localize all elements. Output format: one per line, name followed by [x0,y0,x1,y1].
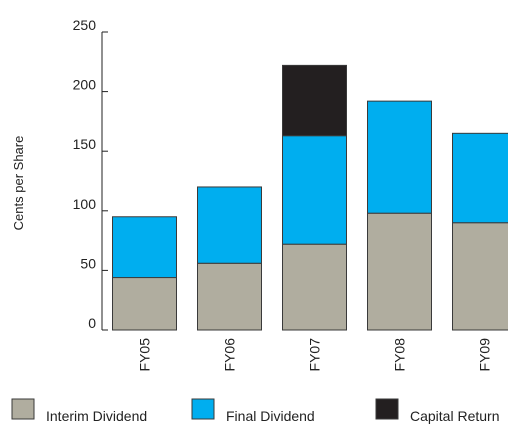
bar-stack [112,216,177,331]
x-tick-label: FY09 [477,338,493,372]
legend-label: Final Dividend [226,408,315,424]
x-tick-label: FY08 [392,338,408,372]
bar-segment [282,243,347,331]
x-tick-label: FY06 [222,338,238,372]
bar-segment [112,216,177,279]
bar-segment [282,135,347,245]
bar-stack [367,100,432,331]
y-tick-label: 50 [80,255,96,271]
y-axis-title: Cents per Share [11,136,26,231]
legend-label: Capital Return [410,408,500,424]
y-tick-label: 100 [73,196,97,212]
bar-segment [197,186,262,264]
bar-segment [367,212,432,331]
bars [112,64,508,331]
bar-segment [112,277,177,331]
bar-segment [452,222,508,331]
x-tick-label: FY05 [137,338,153,372]
legend-swatch [191,398,215,420]
y-tick-label: 250 [73,17,97,33]
y-tick-label: 200 [73,77,97,93]
legend-swatch [11,398,35,420]
legend-swatch [375,398,399,420]
bar-segment [282,64,347,137]
legend: Interim Dividend Final Dividend Capital Re… [11,398,500,424]
y-axis: 0 50 100 150 200 250 [73,17,108,331]
y-tick-label: 0 [88,315,96,331]
bar-stack [282,64,347,331]
legend-label: Interim Dividend [46,408,147,424]
x-axis: FY05 FY06 FY07 FY08 FY09 [137,338,493,372]
bar-stack [452,132,508,331]
y-tick-label: 150 [73,136,97,152]
x-tick-label: FY07 [307,338,323,372]
bar-stack [197,186,262,331]
bar-segment [452,132,508,224]
bar-segment [197,262,262,331]
bar-segment [367,100,432,214]
